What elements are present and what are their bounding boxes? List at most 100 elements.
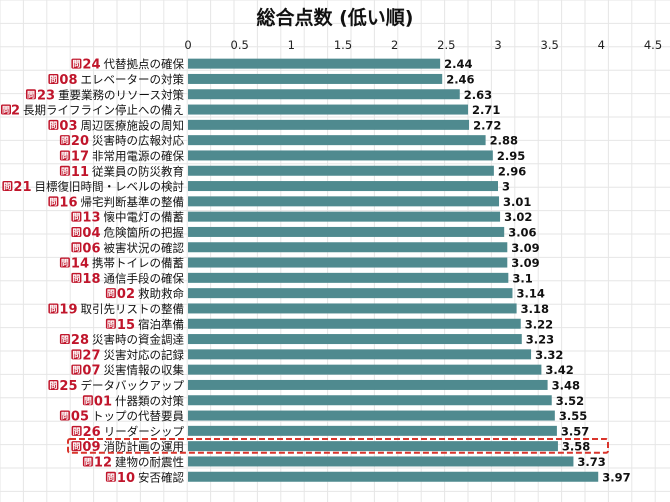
bar [188,135,486,146]
bar [188,395,552,406]
bar [188,257,508,268]
bar [188,379,548,390]
bar [188,334,522,345]
bar [188,165,494,176]
category-text: 災害時の広報対応 [92,134,184,148]
question-badge [48,196,59,207]
bar-value-label: 3.52 [556,394,584,408]
category-label: 周辺医療施設の周知 03問 [48,118,184,134]
bar-value-label: 3.09 [511,256,539,270]
x-tick-label: 3.5 [541,38,559,52]
question-number: 12 [94,455,112,470]
bar-value-label: 3.32 [535,348,563,362]
category-text: リーダーシップ [104,424,185,438]
bar-value-label: 3.57 [561,424,589,438]
bar [188,89,460,100]
question-marker: 問 [3,182,11,191]
x-tick-label: 4.5 [644,38,662,52]
question-marker: 問 [49,197,57,206]
question-number: 28 [71,333,89,348]
x-tick-label: 2.5 [437,38,455,52]
category-text: 消防計画の運用 [104,440,185,454]
question-badge [59,135,70,146]
question-badge [71,364,82,375]
bar [188,272,509,283]
question-marker: 問 [72,442,80,451]
bar-value-label: 3 [502,180,510,194]
question-badge [48,119,59,130]
category-label: 災害対応の記録 27問 [71,348,184,363]
question-number: 23 [37,88,55,103]
category-label: データバックアップ 25問 [48,378,184,394]
question-badge [71,58,82,69]
question-number: 05 [71,410,89,425]
category-text: 建物の耐震性 [115,455,184,469]
bar [188,410,555,421]
question-marker: 問 [61,136,69,145]
question-marker: 問 [72,60,80,69]
bar [188,318,521,329]
bar-value-label: 3.55 [559,409,587,423]
bar [188,441,558,452]
category-text: 通信手段の確保 [104,271,185,285]
category-text: 非常用電源の確保 [92,149,184,163]
bar-value-label: 3.48 [552,378,580,392]
question-marker: 問 [72,228,80,237]
question-marker: 問 [49,121,57,130]
question-number: 18 [82,272,100,287]
question-badge [71,226,82,237]
bar-value-label: 3.06 [508,225,536,239]
category-text: 救助救命 [138,287,184,301]
question-number: 24 [82,58,100,73]
question-number: 15 [117,318,135,333]
x-axis-ticks: 0 0.5 1 1.5 2 2.5 3 3.5 4 4.5 [184,38,662,52]
bar-value-label: 2.63 [464,88,492,102]
question-number: 25 [59,379,77,394]
bar [188,196,500,207]
question-badge [82,395,93,406]
question-number: 08 [59,73,77,88]
question-number: 03 [59,119,77,134]
bar-value-label: 3.14 [516,287,544,301]
category-label: 災害情報の収集 07問 [71,363,184,379]
category-label: 代替拠点の確保 24問 [71,57,184,73]
question-badge [82,456,93,467]
bar-value-label: 3.97 [602,470,630,484]
bar [188,242,508,253]
question-marker: 問 [72,274,80,283]
category-label: 被害状況の確認 06問 [71,241,184,256]
x-tick-label: 2 [391,38,398,52]
bar [188,150,493,161]
bar [188,181,498,192]
question-badge [48,73,59,84]
bar-value-label: 3.22 [525,317,553,331]
question-badge [25,89,36,100]
bar-value-label: 2.72 [473,118,501,132]
bar-value-label: 2.96 [498,164,526,178]
x-tick-label: 0 [184,38,191,52]
question-badge [1,104,11,115]
bar [188,349,532,360]
category-label: 通信手段の確保 18問 [71,271,184,287]
question-badge [2,181,13,192]
category-text: トップの代替要員 [92,409,184,423]
question-marker: 問 [84,457,92,466]
x-tick-label: 1 [288,38,295,52]
question-marker: 問 [49,75,57,84]
category-text: 災害情報の収集 [104,363,185,377]
question-badge [59,334,70,345]
question-badge [105,471,116,482]
question-number: 16 [59,195,77,210]
bar [188,425,557,436]
question-number: 27 [82,348,100,363]
x-tick-label: 1.5 [334,38,352,52]
bar [188,104,469,115]
question-badge [48,379,59,390]
